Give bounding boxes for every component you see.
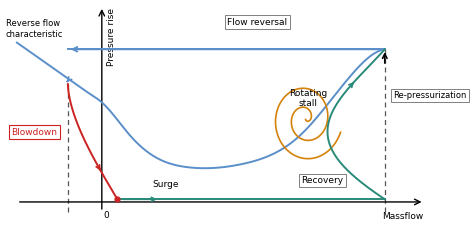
Text: Massflow: Massflow	[382, 212, 423, 221]
Text: Reverse flow
characteristic: Reverse flow characteristic	[6, 19, 63, 39]
Text: Pressure rise: Pressure rise	[108, 8, 117, 66]
Text: Re-pressurization: Re-pressurization	[393, 91, 467, 100]
Text: Recovery: Recovery	[301, 176, 344, 185]
Text: Surge: Surge	[153, 180, 179, 189]
Text: 0: 0	[103, 211, 109, 220]
Text: Flow reversal: Flow reversal	[228, 18, 288, 27]
Text: Rotating
stall: Rotating stall	[289, 89, 328, 108]
Text: Blowdown: Blowdown	[11, 128, 57, 137]
